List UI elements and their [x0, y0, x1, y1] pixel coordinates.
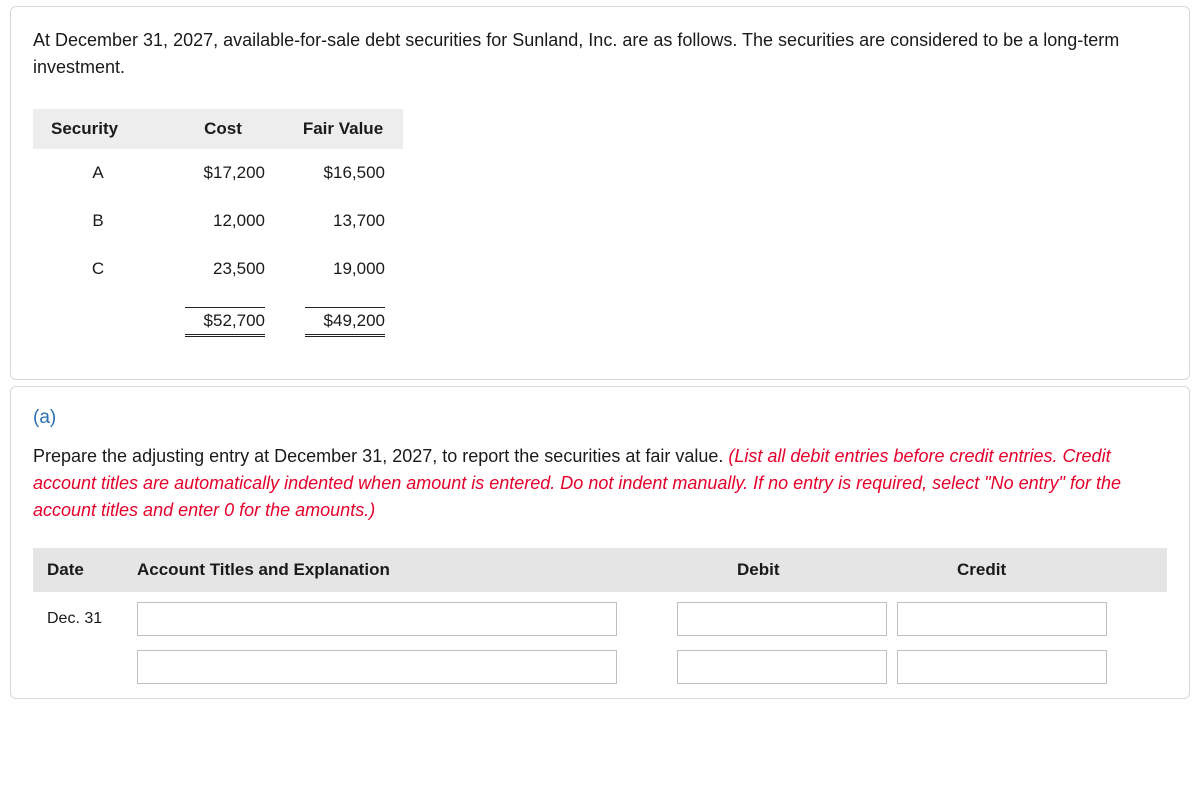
cell-fair: 19,000: [283, 245, 403, 293]
col-cost: Cost: [163, 109, 283, 149]
debit-input[interactable]: [677, 650, 887, 684]
header-account: Account Titles and Explanation: [137, 560, 627, 580]
header-credit: Credit: [897, 560, 1107, 580]
problem-panel: At December 31, 2027, available-for-sale…: [10, 6, 1190, 380]
col-fair: Fair Value: [283, 109, 403, 149]
debit-input[interactable]: [677, 602, 887, 636]
date-value: Dec. 31: [47, 610, 127, 628]
intro-text: At December 31, 2027, available-for-sale…: [33, 27, 1167, 81]
total-cost: $52,700: [185, 307, 265, 337]
header-debit: Debit: [677, 560, 887, 580]
cell-fair: $16,500: [283, 149, 403, 197]
cell-fair: 13,700: [283, 197, 403, 245]
cell-cost: 12,000: [163, 197, 283, 245]
cell-security: C: [33, 245, 163, 293]
table-total-row: $52,700 $49,200: [33, 293, 403, 351]
credit-input[interactable]: [897, 602, 1107, 636]
part-label: (a): [33, 407, 1167, 429]
table-row: A $17,200 $16,500: [33, 149, 403, 197]
col-security: Security: [33, 109, 163, 149]
total-fair: $49,200: [305, 307, 385, 337]
instruction-plain: Prepare the adjusting entry at December …: [33, 446, 728, 466]
header-date: Date: [47, 560, 127, 580]
journal-row: Dec. 31: [33, 592, 1167, 640]
account-title-input[interactable]: [137, 650, 617, 684]
journal-header: Date Account Titles and Explanation Debi…: [33, 548, 1167, 592]
securities-table: Security Cost Fair Value A $17,200 $16,5…: [33, 109, 403, 351]
cell-security: A: [33, 149, 163, 197]
cell-cost: 23,500: [163, 245, 283, 293]
table-row: B 12,000 13,700: [33, 197, 403, 245]
cell-security: B: [33, 197, 163, 245]
instruction-text: Prepare the adjusting entry at December …: [33, 443, 1167, 524]
journal-row: [33, 640, 1167, 688]
cell-cost: $17,200: [163, 149, 283, 197]
account-title-input[interactable]: [137, 602, 617, 636]
credit-input[interactable]: [897, 650, 1107, 684]
answer-panel: (a) Prepare the adjusting entry at Decem…: [10, 386, 1190, 699]
table-row: C 23,500 19,000: [33, 245, 403, 293]
table-header-row: Security Cost Fair Value: [33, 109, 403, 149]
